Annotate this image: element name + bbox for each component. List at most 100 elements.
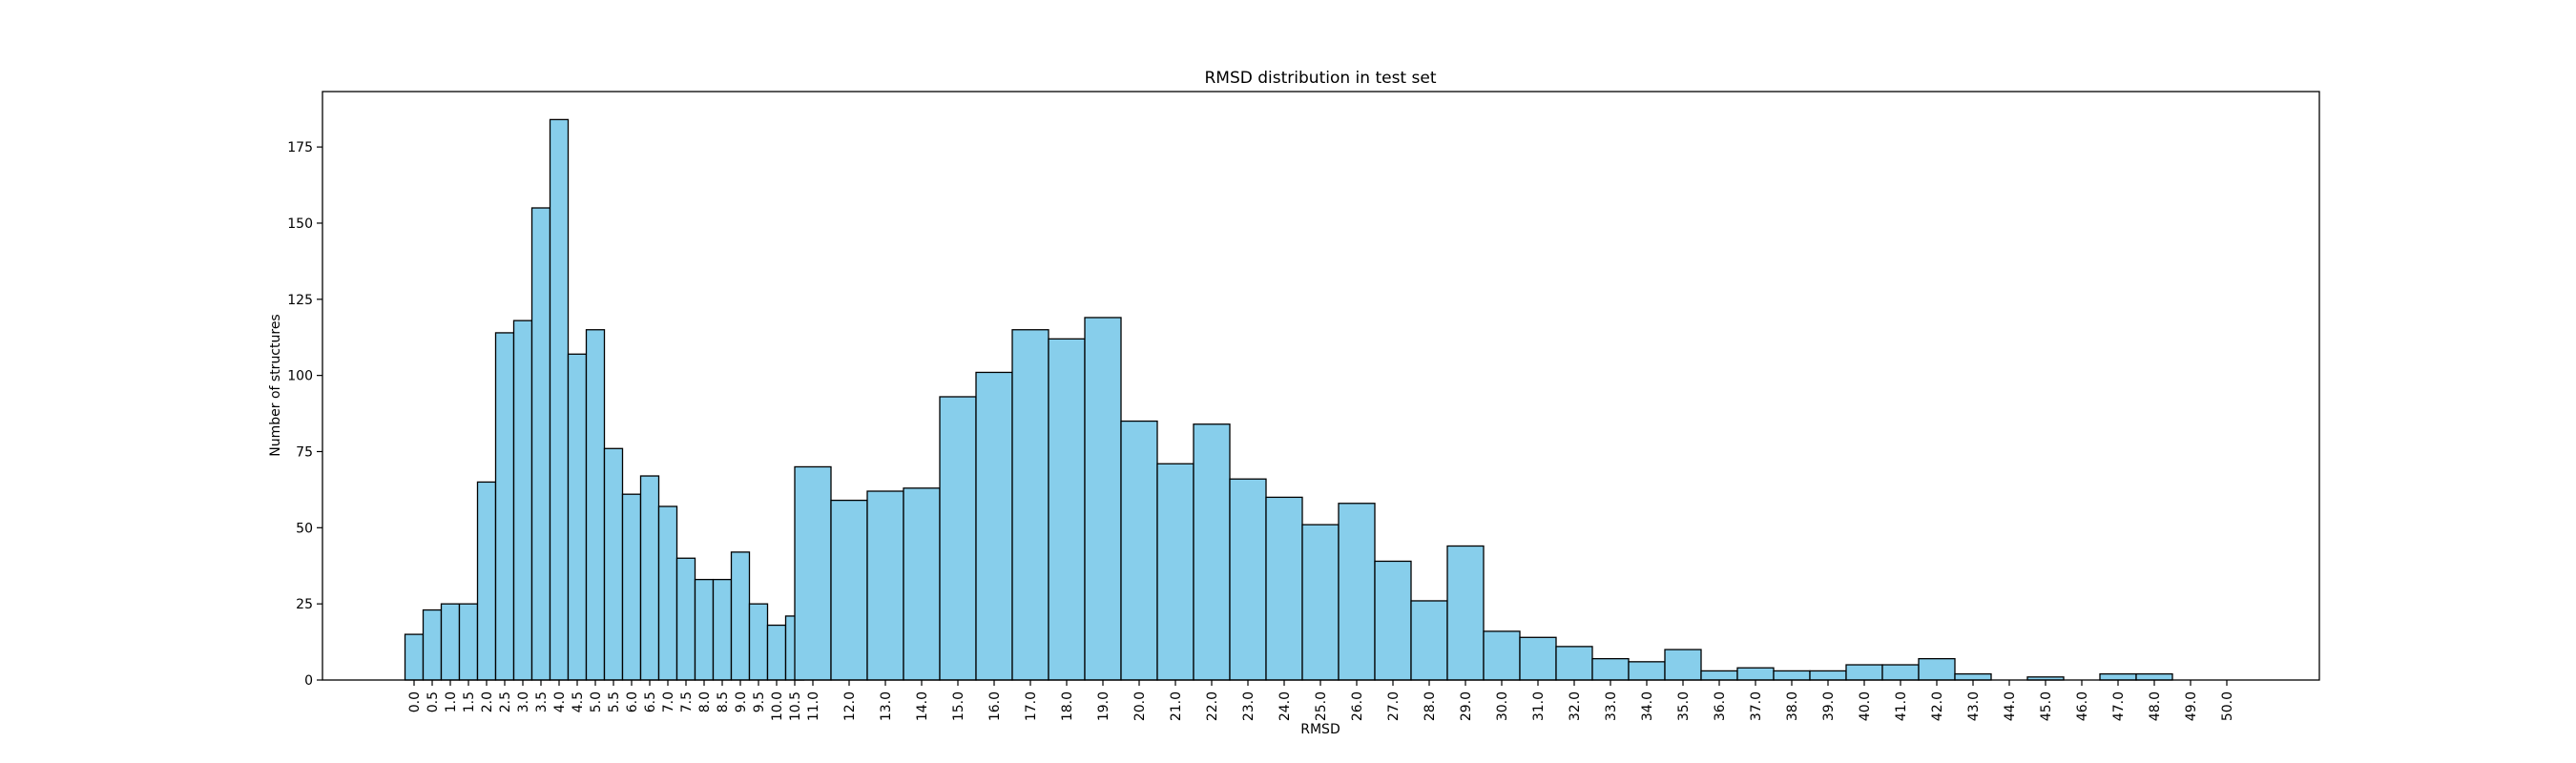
x-tick-label: 19.0 — [1096, 691, 1111, 721]
x-tick-label: 4.0 — [552, 691, 568, 712]
x-tick-label: 13.0 — [879, 691, 894, 721]
histogram-bar — [1120, 420, 1158, 681]
x-tick-label: 7.0 — [661, 691, 676, 712]
x-tick-label: 30.0 — [1495, 691, 1510, 721]
histogram-bar — [1156, 463, 1195, 681]
x-tick-label: 21.0 — [1169, 691, 1184, 721]
x-tick-label: 16.0 — [987, 691, 1003, 721]
x-tick-label: 1.5 — [462, 691, 477, 712]
x-tick-label: 43.0 — [1966, 691, 1982, 721]
x-tick-label: 47.0 — [2111, 691, 2127, 721]
x-tick-label: 48.0 — [2148, 691, 2163, 721]
x-tick-label: 2.0 — [480, 691, 495, 712]
histogram-bar — [1736, 667, 1775, 681]
histogram-bar — [1048, 338, 1086, 681]
histogram-bar — [1881, 664, 1920, 681]
x-tick-label: 28.0 — [1423, 691, 1438, 721]
x-tick-label: 34.0 — [1640, 691, 1655, 721]
histogram-bar — [1265, 496, 1303, 681]
x-tick-label: 27.0 — [1386, 691, 1402, 721]
x-tick-label: 24.0 — [1278, 691, 1293, 721]
y-axis-label: Number of structures — [268, 314, 283, 456]
x-tick-label: 3.0 — [516, 691, 531, 712]
y-tick-label: 175 — [287, 140, 313, 155]
y-tick-label: 150 — [287, 217, 313, 232]
x-tick-label: 38.0 — [1785, 691, 1800, 721]
x-tick-label: 40.0 — [1858, 691, 1873, 721]
x-axis: 0.0 0.5 1.0 1.5 2.0 2.5 3.0 3.5 4.0 4.5 5.0 5.5 6.0 6… — [407, 680, 2235, 721]
y-tick-label: 100 — [287, 369, 313, 384]
histogram-bar — [567, 353, 588, 681]
x-tick-label: 35.0 — [1676, 691, 1692, 721]
x-tick-label: 11.0 — [806, 691, 821, 721]
histogram-bar — [975, 371, 1013, 681]
histogram-bar — [1519, 636, 1557, 681]
x-tick-label: 2.5 — [498, 691, 513, 712]
x-tick-label: 8.0 — [697, 691, 713, 712]
x-tick-label: 17.0 — [1024, 691, 1039, 721]
histogram-bar — [404, 633, 425, 681]
histogram-bar — [694, 578, 715, 681]
x-tick-label: 41.0 — [1894, 691, 1909, 721]
x-tick-label: 49.0 — [2184, 691, 2199, 721]
histogram-bar — [1918, 657, 1956, 681]
histogram-bar — [903, 487, 941, 681]
x-tick-label: 22.0 — [1205, 691, 1220, 721]
histogram-bar — [1591, 657, 1630, 681]
x-tick-label: 29.0 — [1459, 691, 1474, 721]
histogram-bar — [1084, 317, 1122, 681]
x-tick-label: 50.0 — [2220, 691, 2235, 721]
histogram-bar — [1664, 649, 1702, 681]
histogram-bar — [1845, 664, 1883, 681]
y-tick-label: 125 — [287, 293, 313, 308]
histogram-bar — [458, 603, 479, 681]
histogram-bar — [1954, 672, 1992, 681]
x-tick-label: 25.0 — [1314, 691, 1329, 721]
x-tick-label: 37.0 — [1749, 691, 1764, 721]
histogram-bar — [639, 475, 660, 681]
histogram-bar — [2099, 672, 2137, 681]
histogram-bar — [657, 505, 678, 681]
histogram-bar — [585, 329, 606, 681]
histogram-bar — [1374, 560, 1412, 681]
x-tick-label: 18.0 — [1060, 691, 1075, 721]
histogram-bar — [530, 207, 551, 681]
histogram-bar — [1483, 630, 1521, 681]
x-tick-label: 6.5 — [643, 691, 658, 712]
histogram-bar — [2135, 672, 2173, 681]
y-tick-label: 75 — [296, 444, 313, 460]
x-tick-label: 33.0 — [1604, 691, 1619, 721]
histogram-bar — [549, 118, 570, 681]
y-tick-label: 0 — [304, 673, 313, 689]
x-tick-label: 6.0 — [625, 691, 640, 712]
x-tick-label: 5.5 — [607, 691, 622, 712]
histogram-bar — [476, 481, 497, 681]
x-tick-label: 32.0 — [1568, 691, 1583, 721]
x-tick-label: 23.0 — [1241, 691, 1257, 721]
y-axis: 0 25 50 75 100 125 150 175 — [287, 140, 322, 689]
x-tick-label: 1.0 — [444, 691, 459, 712]
x-tick-label: 26.0 — [1350, 691, 1365, 721]
histogram-bar — [440, 603, 461, 681]
histogram-bar — [621, 493, 642, 681]
x-axis-label: RMSD — [1300, 722, 1340, 737]
histogram-bar — [748, 603, 769, 681]
x-tick-label: 39.0 — [1821, 691, 1837, 721]
histogram-bar — [1809, 670, 1847, 681]
x-tick-label: 12.0 — [842, 691, 858, 721]
x-tick-label: 8.5 — [716, 691, 731, 712]
histogram-bar — [712, 578, 733, 681]
x-tick-label: 0.0 — [407, 691, 423, 712]
x-tick-label: 10.0 — [770, 691, 785, 721]
histogram-bar — [675, 557, 696, 681]
x-tick-label: 14.0 — [915, 691, 930, 721]
histogram-bar — [512, 320, 533, 681]
x-tick-label: 0.5 — [426, 691, 441, 712]
chart-title: RMSD distribution in test set — [1205, 69, 1437, 88]
histogram-bar — [1410, 600, 1448, 681]
histogram-bar — [1338, 503, 1376, 681]
histogram-bar — [866, 490, 904, 681]
histogram-bar — [939, 396, 977, 681]
x-tick-label: 9.5 — [752, 691, 767, 712]
